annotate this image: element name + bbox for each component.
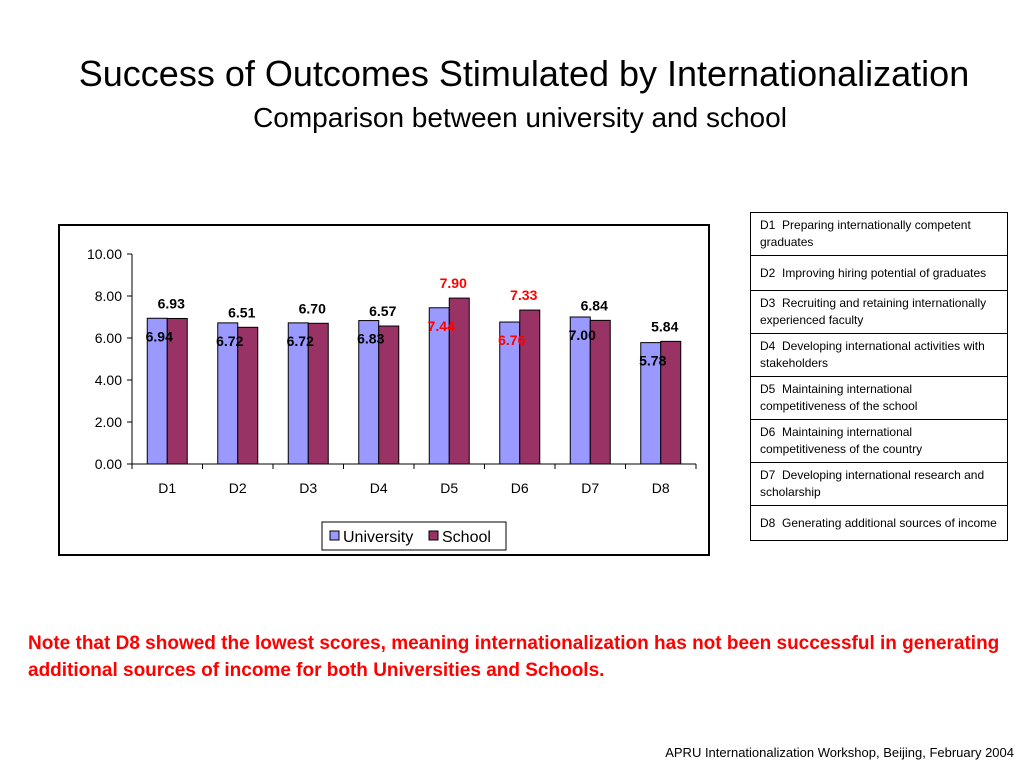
- definition-row: D5 Maintaining international competitive…: [750, 376, 1008, 420]
- slide-subtitle: Comparison between university and school: [253, 102, 787, 133]
- definitions-table: D1 Preparing internationally competent g…: [750, 212, 1008, 541]
- school-bar: [448, 297, 470, 465]
- school-data-label: 6.93: [158, 295, 185, 311]
- slide-title: Success of Outcomes Stimulated by Intern…: [78, 53, 970, 94]
- definition-row: D4 Developing international activities w…: [750, 333, 1008, 377]
- school-data-label: 5.84: [651, 318, 678, 334]
- definition-cell: D8 Generating additional sources of inco…: [750, 505, 1008, 541]
- definition-code: D1: [760, 218, 776, 232]
- legend-label-university: University: [343, 529, 413, 546]
- definition-text: Recruiting and retaining internationally…: [760, 296, 987, 327]
- university-data-label: 6.76: [498, 332, 525, 348]
- y-tick-label: 8.00: [95, 288, 122, 304]
- definition-cell: D6 Maintaining international competitive…: [750, 419, 1008, 463]
- definition-code: D8: [760, 515, 776, 530]
- y-tick-label: 0.00: [95, 456, 122, 472]
- x-tick-label: D8: [652, 480, 670, 496]
- legend-label-school: School: [442, 529, 491, 546]
- y-tick-label: 10.00: [87, 246, 122, 262]
- school-data-label: 6.51: [228, 304, 255, 320]
- definition-row: D3 Recruiting and retaining internationa…: [750, 290, 1008, 334]
- note-text: Note that D8 showed the lowest scores, m…: [28, 633, 1000, 681]
- definition-row: D8 Generating additional sources of inco…: [750, 505, 1008, 541]
- legend-box: [321, 521, 507, 551]
- university-data-label: 6.72: [287, 333, 314, 349]
- definition-text: Maintaining international competitivenes…: [760, 382, 918, 413]
- definition-row: D6 Maintaining international competitive…: [750, 419, 1008, 463]
- legend-swatch-school: [428, 530, 439, 541]
- x-tick-label: D1: [158, 480, 176, 496]
- school-data-label: 7.33: [510, 287, 537, 303]
- x-tick-label: D6: [511, 480, 529, 496]
- footer-text: APRU Internationalization Workshop, Beij…: [665, 745, 1014, 760]
- y-tick-label: 6.00: [95, 330, 122, 346]
- definition-cell: D5 Maintaining international competitive…: [750, 376, 1008, 420]
- y-tick-label: 4.00: [95, 372, 122, 388]
- university-data-label: 6.72: [216, 333, 243, 349]
- chart-frame: 0.00 2.00 4.00 6.00 8.00 10.00 D1 D2 D3 D4 D5 D6 D7 D…: [58, 224, 710, 556]
- school-bar: [660, 340, 682, 465]
- school-bar: [589, 319, 611, 465]
- school-bar: [378, 325, 400, 465]
- definition-code: D3: [760, 296, 776, 310]
- school-bar: [307, 322, 329, 465]
- definition-text: Generating additional sources of income: [782, 515, 997, 530]
- university-data-label: 5.78: [639, 353, 666, 369]
- definition-text: Developing international research and sc…: [760, 468, 985, 499]
- x-tick-label: D5: [440, 480, 458, 496]
- definition-cell: D3 Recruiting and retaining internationa…: [750, 290, 1008, 334]
- x-tick-label: D4: [370, 480, 388, 496]
- x-tick-label: D7: [581, 480, 599, 496]
- definition-code: D5: [760, 382, 776, 396]
- definition-cell: D7 Developing international research and…: [750, 462, 1008, 506]
- school-data-label: 6.84: [581, 297, 608, 313]
- definition-code: D6: [760, 425, 776, 439]
- definition-code: D4: [760, 339, 776, 353]
- definition-text: Developing international activities with…: [760, 339, 985, 370]
- university-data-label: 7.00: [569, 327, 596, 343]
- university-data-label: 6.94: [146, 328, 173, 344]
- definition-row: D2 Improving hiring potential of graduat…: [750, 255, 1008, 291]
- school-bar: [519, 309, 541, 465]
- definition-row: D7 Developing international research and…: [750, 462, 1008, 506]
- x-tick-label: D2: [229, 480, 247, 496]
- y-tick-label: 2.00: [95, 414, 122, 430]
- university-data-label: 6.83: [357, 331, 384, 347]
- school-bar: [166, 317, 188, 465]
- definition-code: D7: [760, 468, 776, 482]
- definition-text: Improving hiring potential of graduates: [782, 265, 987, 280]
- school-data-label: 7.90: [440, 275, 467, 291]
- definition-text: Preparing internationally competent grad…: [760, 218, 971, 249]
- definition-code: D2: [760, 265, 776, 280]
- definition-row: D1 Preparing internationally competent g…: [750, 212, 1008, 256]
- definition-cell: D4 Developing international activities w…: [750, 333, 1008, 377]
- definition-cell: D2 Improving hiring potential of graduat…: [750, 255, 1008, 291]
- university-data-label: 7.44: [428, 318, 455, 334]
- x-tick-label: D3: [299, 480, 317, 496]
- definition-cell: D1 Preparing internationally competent g…: [750, 212, 1008, 256]
- legend-swatch-university: [329, 530, 340, 541]
- bar-chart: 0.00 2.00 4.00 6.00 8.00 10.00 D1 D2 D3 D4 D5 D6 D7 D…: [87, 246, 697, 551]
- definition-text: Maintaining international competitivenes…: [760, 425, 923, 456]
- school-bar: [237, 326, 259, 465]
- school-data-label: 6.57: [369, 303, 396, 319]
- school-data-label: 6.70: [299, 300, 326, 316]
